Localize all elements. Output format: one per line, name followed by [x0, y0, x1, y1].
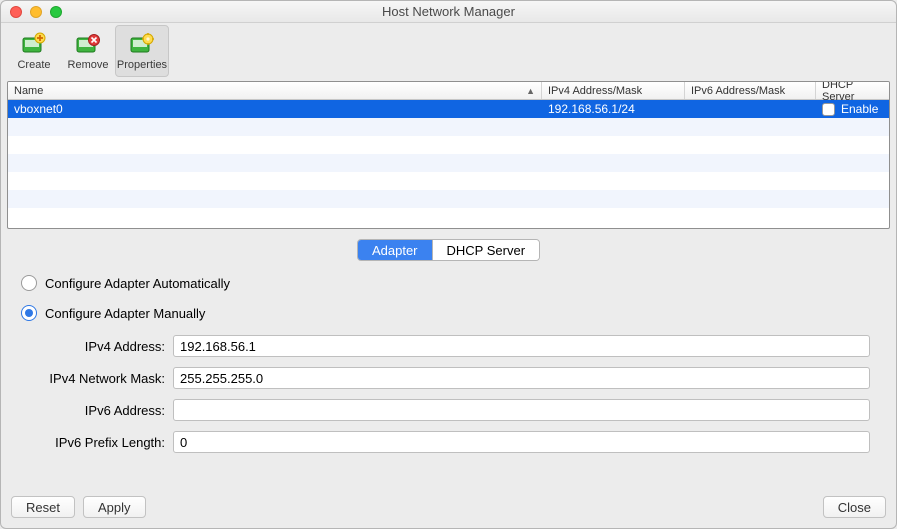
- table-header: Name ▲ IPv4 Address/Mask IPv6 Address/Ma…: [8, 82, 889, 100]
- table-body: vboxnet0 192.168.56.1/24 Enable: [8, 100, 889, 228]
- table-row[interactable]: [8, 118, 889, 136]
- adapter-panel: Configure Adapter Automatically Configur…: [1, 269, 896, 463]
- label-ipv6-prefix: IPv6 Prefix Length:: [21, 435, 173, 450]
- dhcp-enable-label: Enable: [841, 102, 878, 116]
- input-ipv4-address[interactable]: [173, 335, 870, 357]
- label-ipv6-address: IPv6 Address:: [21, 403, 173, 418]
- footer: Reset Apply Close: [1, 490, 896, 528]
- segmented-control: Adapter DHCP Server: [357, 239, 540, 261]
- radio-auto-label: Configure Adapter Automatically: [45, 276, 230, 291]
- radio-manual-label: Configure Adapter Manually: [45, 306, 205, 321]
- table-row[interactable]: [8, 190, 889, 208]
- radio-manual[interactable]: [21, 305, 37, 321]
- properties-button[interactable]: Properties: [115, 25, 169, 77]
- col-ipv4[interactable]: IPv4 Address/Mask: [542, 82, 685, 99]
- row-ipv6-prefix: IPv6 Prefix Length:: [21, 431, 882, 453]
- apply-button[interactable]: Apply: [83, 496, 146, 518]
- detail-tabs: Adapter DHCP Server: [1, 239, 896, 261]
- create-button[interactable]: Create: [7, 25, 61, 77]
- dhcp-enable-checkbox[interactable]: [822, 103, 835, 116]
- input-ipv6-address[interactable]: [173, 399, 870, 421]
- table-row[interactable]: vboxnet0 192.168.56.1/24 Enable: [8, 100, 889, 118]
- col-ipv6-label: IPv6 Address/Mask: [691, 85, 785, 97]
- row-ipv4-mask: IPv4 Network Mask:: [21, 367, 882, 389]
- config-manual-row[interactable]: Configure Adapter Manually: [21, 305, 876, 321]
- input-ipv4-mask[interactable]: [173, 367, 870, 389]
- adapter-form: IPv4 Address: IPv4 Network Mask: IPv6 Ad…: [21, 335, 882, 453]
- col-ipv6[interactable]: IPv6 Address/Mask: [685, 82, 816, 99]
- networks-table: Name ▲ IPv4 Address/Mask IPv6 Address/Ma…: [7, 81, 890, 229]
- window-title: Host Network Manager: [1, 4, 896, 19]
- table-row[interactable]: [8, 136, 889, 154]
- titlebar: Host Network Manager: [1, 1, 896, 23]
- table-row[interactable]: [8, 208, 889, 226]
- remove-button[interactable]: Remove: [61, 25, 115, 77]
- row-ipv6-address: IPv6 Address:: [21, 399, 882, 421]
- remove-label: Remove: [68, 59, 109, 71]
- create-label: Create: [17, 59, 50, 71]
- tab-adapter[interactable]: Adapter: [358, 240, 432, 260]
- remove-icon: [74, 31, 102, 57]
- properties-icon: [128, 31, 156, 57]
- cell-dhcp: Enable: [816, 100, 889, 118]
- col-name[interactable]: Name ▲: [8, 82, 542, 99]
- config-auto-row[interactable]: Configure Adapter Automatically: [21, 275, 876, 291]
- properties-label: Properties: [117, 59, 167, 71]
- radio-auto[interactable]: [21, 275, 37, 291]
- col-dhcp[interactable]: DHCP Server: [816, 82, 889, 99]
- close-button[interactable]: Close: [823, 496, 886, 518]
- cell-ipv4: 192.168.56.1/24: [542, 100, 685, 118]
- create-icon: [20, 31, 48, 57]
- sort-asc-icon: ▲: [526, 86, 535, 96]
- label-ipv4-address: IPv4 Address:: [21, 339, 173, 354]
- cell-ipv6: [685, 100, 816, 118]
- tab-dhcp-server[interactable]: DHCP Server: [432, 240, 540, 260]
- row-ipv4-address: IPv4 Address:: [21, 335, 882, 357]
- cell-name: vboxnet0: [8, 100, 542, 118]
- input-ipv6-prefix[interactable]: [173, 431, 870, 453]
- host-network-manager-window: Host Network Manager Create: [0, 0, 897, 529]
- col-ipv4-label: IPv4 Address/Mask: [548, 85, 642, 97]
- label-ipv4-mask: IPv4 Network Mask:: [21, 371, 173, 386]
- table-row[interactable]: [8, 154, 889, 172]
- reset-button[interactable]: Reset: [11, 496, 75, 518]
- toolbar: Create Remove: [1, 23, 896, 78]
- col-name-label: Name: [14, 85, 43, 97]
- table-row[interactable]: [8, 172, 889, 190]
